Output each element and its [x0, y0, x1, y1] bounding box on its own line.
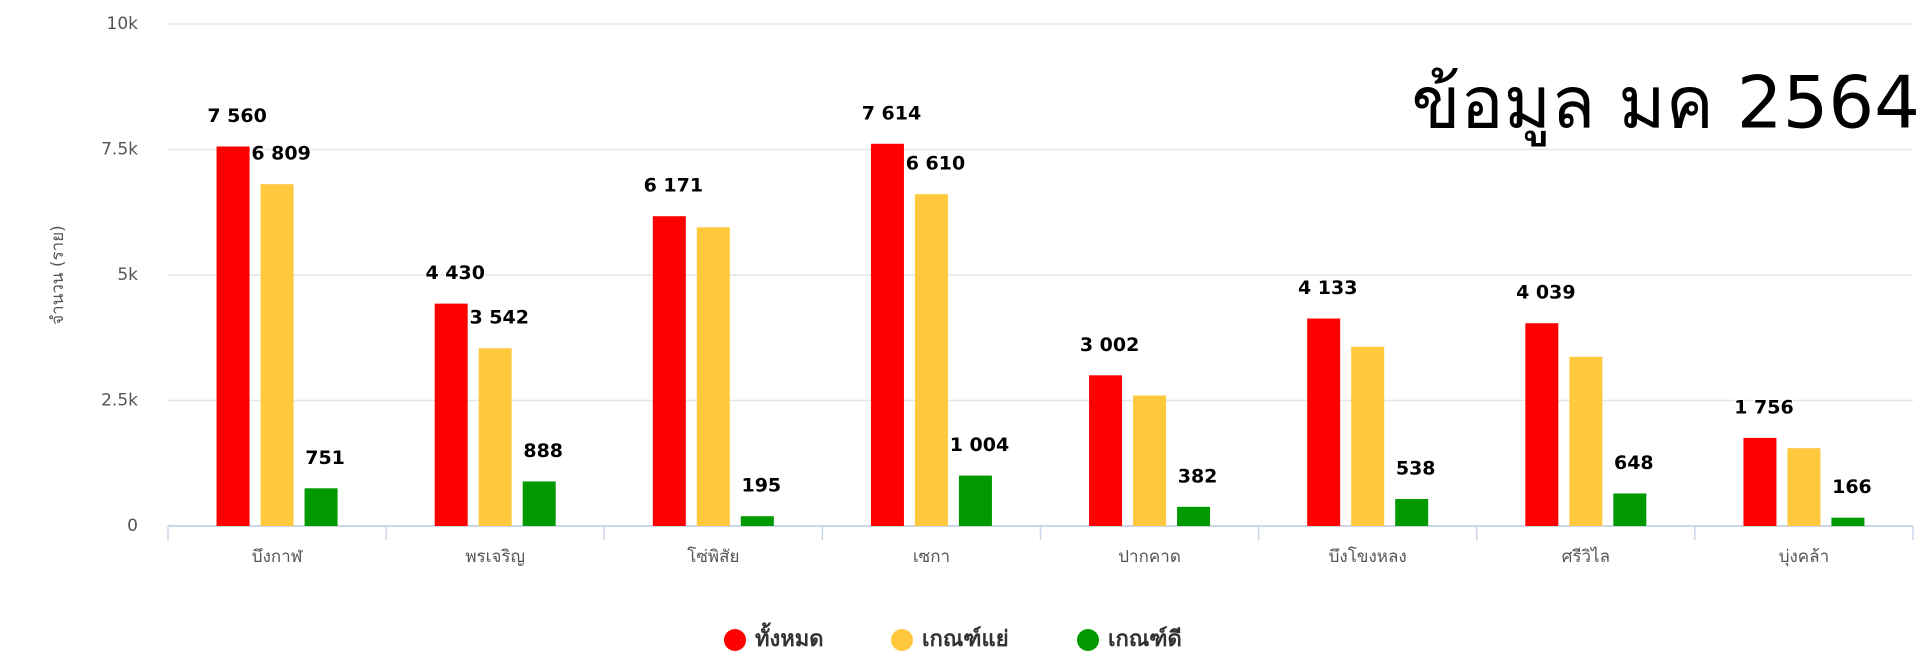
data-label: 3 542	[469, 307, 529, 329]
bar	[696, 227, 730, 526]
bar	[1177, 506, 1211, 526]
bar	[870, 143, 904, 526]
bar	[216, 146, 250, 526]
legend-marker	[1077, 629, 1099, 651]
data-label: 648	[1614, 452, 1654, 474]
bar	[478, 348, 512, 526]
annotation: ข้อมูล มค 2564	[1411, 61, 1920, 147]
data-label: 6 809	[251, 143, 311, 165]
bar	[1613, 493, 1647, 526]
x-tick-label: เซกา	[913, 547, 950, 567]
x-tick-label: ศรีวิไล	[1562, 546, 1610, 567]
bar	[522, 481, 556, 526]
legend-marker	[891, 629, 913, 651]
data-label: 1 004	[950, 434, 1010, 456]
bar	[1395, 498, 1429, 526]
data-label: 4 430	[425, 262, 485, 284]
data-label: 888	[523, 440, 563, 462]
data-label: 4 039	[1516, 282, 1576, 304]
y-tick-label: 2.5k	[101, 391, 138, 411]
data-label: 1 756	[1734, 396, 1794, 418]
bar	[1787, 448, 1821, 526]
bar	[304, 488, 338, 526]
y-tick-label: 0	[127, 516, 138, 536]
data-label: 7 614	[862, 102, 922, 124]
legend-marker	[724, 629, 746, 651]
legend-label: เกณฑ์ดี	[1108, 626, 1182, 652]
bar	[1351, 346, 1385, 526]
data-label: 4 133	[1298, 277, 1358, 299]
bar	[740, 516, 774, 526]
data-label: 538	[1396, 457, 1436, 479]
x-tick-label: บุ่งคล้า	[1779, 547, 1829, 567]
data-label: 382	[1178, 465, 1218, 487]
y-tick-label: 10k	[107, 14, 139, 34]
data-label: 6 171	[644, 175, 704, 197]
data-label: 6 610	[906, 153, 966, 175]
bar	[1569, 356, 1603, 526]
bar	[1307, 318, 1341, 526]
x-tick-label: พรเจริญ	[465, 547, 525, 567]
bar	[914, 194, 948, 527]
x-tick-label: บึงกาฬ	[252, 547, 304, 567]
bar	[1133, 395, 1167, 526]
bar	[1743, 437, 1777, 526]
x-tick-label: บึงโขงหลง	[1329, 546, 1407, 567]
bar	[1525, 323, 1559, 526]
bar	[958, 475, 992, 526]
bar	[652, 216, 686, 526]
legend-label: ทั้งหมด	[755, 622, 824, 652]
y-tick-label: 5k	[117, 265, 138, 285]
legend-label: เกณฑ์แย่	[922, 626, 1009, 652]
data-label: 751	[305, 447, 345, 469]
data-label: 7 560	[207, 105, 267, 127]
x-tick-label: โซ่พิสัย	[687, 546, 739, 567]
bar	[1831, 517, 1865, 526]
data-label: 3 002	[1080, 334, 1140, 356]
y-tick-label: 7.5k	[101, 140, 138, 160]
bar	[1089, 375, 1123, 526]
bar	[434, 303, 468, 526]
y-axis-label: จำนวน (ราย)	[48, 225, 68, 325]
x-tick-label: ปากคาด	[1118, 547, 1181, 567]
data-label: 195	[741, 475, 781, 497]
data-label: 166	[1832, 476, 1872, 498]
bar	[260, 184, 294, 526]
